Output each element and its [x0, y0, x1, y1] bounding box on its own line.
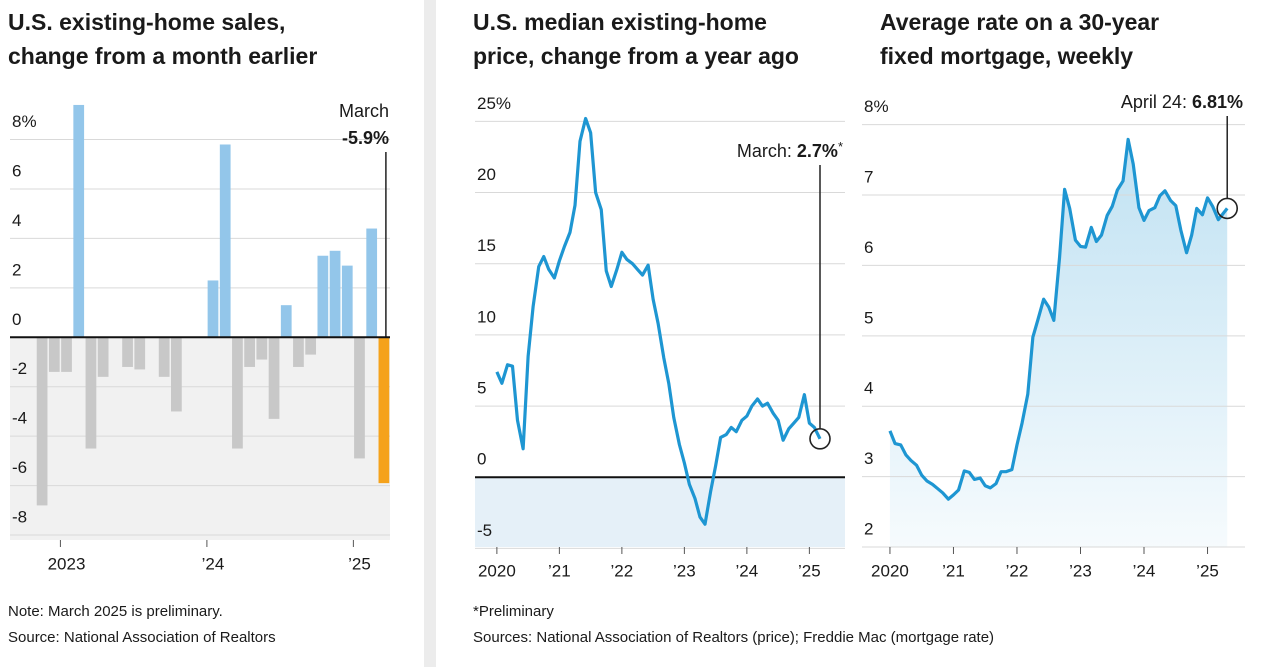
bar — [378, 337, 390, 484]
chart-title: U.S. existing-home sales, — [8, 9, 285, 35]
bar — [354, 337, 365, 459]
note: *Preliminary — [473, 603, 554, 620]
x-tick-label: ’25 — [1196, 561, 1219, 580]
y-tick-label: 0 — [477, 450, 486, 469]
value-label: 2.7% — [797, 141, 838, 161]
bar — [171, 337, 182, 412]
y-tick-label: 25% — [477, 94, 511, 113]
x-tick-label: ’22 — [611, 561, 634, 580]
x-tick-label: ’25 — [348, 554, 371, 573]
y-tick-label: 5 — [477, 379, 486, 398]
y-tick-label: -2 — [12, 359, 27, 378]
x-tick-label: ’21 — [942, 561, 965, 580]
area — [889, 139, 1228, 547]
chart-title: U.S. median existing-home — [473, 9, 767, 35]
bar — [73, 104, 85, 338]
y-tick-label: 2 — [864, 519, 873, 538]
negative-region — [10, 337, 390, 540]
bar — [268, 337, 280, 419]
annotation-text: April 24: 6.81% — [1121, 92, 1243, 112]
bar — [341, 265, 353, 338]
y-tick-label: 6 — [864, 238, 873, 257]
y-tick-label: 20 — [477, 165, 496, 184]
y-tick-label: -8 — [12, 508, 27, 527]
y-tick-label: 10 — [477, 307, 496, 326]
y-tick-label: 3 — [864, 449, 873, 468]
y-tick-label: 6 — [12, 161, 21, 180]
y-tick-label: 2 — [12, 260, 21, 279]
bar — [366, 228, 378, 338]
x-tick-label: ’24 — [1133, 561, 1156, 580]
x-tick-label: ’23 — [673, 561, 696, 580]
bar — [244, 337, 255, 367]
x-tick-label: ’21 — [548, 561, 571, 580]
y-tick-label: -4 — [12, 409, 27, 428]
bar — [61, 337, 72, 372]
y-tick-label: 0 — [12, 310, 21, 329]
bar — [317, 255, 329, 338]
bar — [158, 337, 170, 377]
y-tick-label: 5 — [864, 308, 873, 327]
y-tick-label: -5 — [477, 521, 492, 540]
x-tick-label: 2020 — [871, 561, 909, 580]
line — [495, 116, 822, 526]
bar — [280, 305, 292, 338]
panel-separator — [424, 0, 436, 667]
y-tick-label: -6 — [12, 458, 27, 477]
value-label: -5.9% — [342, 128, 389, 148]
x-tick-label: 2023 — [48, 554, 86, 573]
bar — [134, 337, 146, 370]
chart-title: change from a month earlier — [8, 43, 317, 69]
x-tick-label: ’24 — [736, 561, 759, 580]
x-tick-label: ’25 — [798, 561, 821, 580]
x-tick-label: ’24 — [202, 554, 225, 573]
bar — [329, 250, 341, 338]
negative-region — [475, 477, 845, 547]
end-marker — [809, 428, 831, 450]
annotation-suffix: * — [838, 139, 843, 154]
y-tick-label: 4 — [864, 379, 873, 398]
bar — [85, 337, 97, 449]
bar — [219, 144, 231, 338]
bar — [207, 280, 219, 338]
bar — [97, 337, 109, 377]
bar — [293, 337, 304, 367]
value-label: 6.81% — [1192, 92, 1243, 112]
source: Sources: National Association of Realtor… — [473, 629, 994, 646]
y-tick-label: 7 — [864, 168, 873, 187]
bar — [232, 337, 243, 449]
x-tick-label: 2020 — [478, 561, 516, 580]
x-tick-label: ’22 — [1006, 561, 1029, 580]
chart-title: fixed mortgage, weekly — [880, 43, 1133, 69]
annotation: March — [339, 101, 389, 121]
note: Note: March 2025 is preliminary. — [8, 603, 223, 620]
y-tick-label: 15 — [477, 236, 496, 255]
source: Source: National Association of Realtors — [8, 629, 276, 646]
bar — [36, 337, 48, 506]
chart-title: price, change from a year ago — [473, 43, 799, 69]
y-tick-label: 8% — [864, 97, 889, 116]
annotation-text: March: 2.7%* — [737, 139, 843, 160]
bar — [122, 337, 133, 367]
y-tick-label: 4 — [12, 211, 21, 230]
bar — [305, 337, 317, 355]
bar — [48, 337, 60, 372]
y-tick-label: 8% — [12, 112, 37, 131]
line — [888, 137, 1229, 501]
bar — [256, 337, 268, 360]
annotation: April 24: — [1121, 92, 1187, 112]
x-tick-label: ’23 — [1069, 561, 1092, 580]
end-marker — [1216, 197, 1239, 220]
chart-title: Average rate on a 30-year — [880, 9, 1159, 35]
annotation: March: — [737, 141, 792, 161]
